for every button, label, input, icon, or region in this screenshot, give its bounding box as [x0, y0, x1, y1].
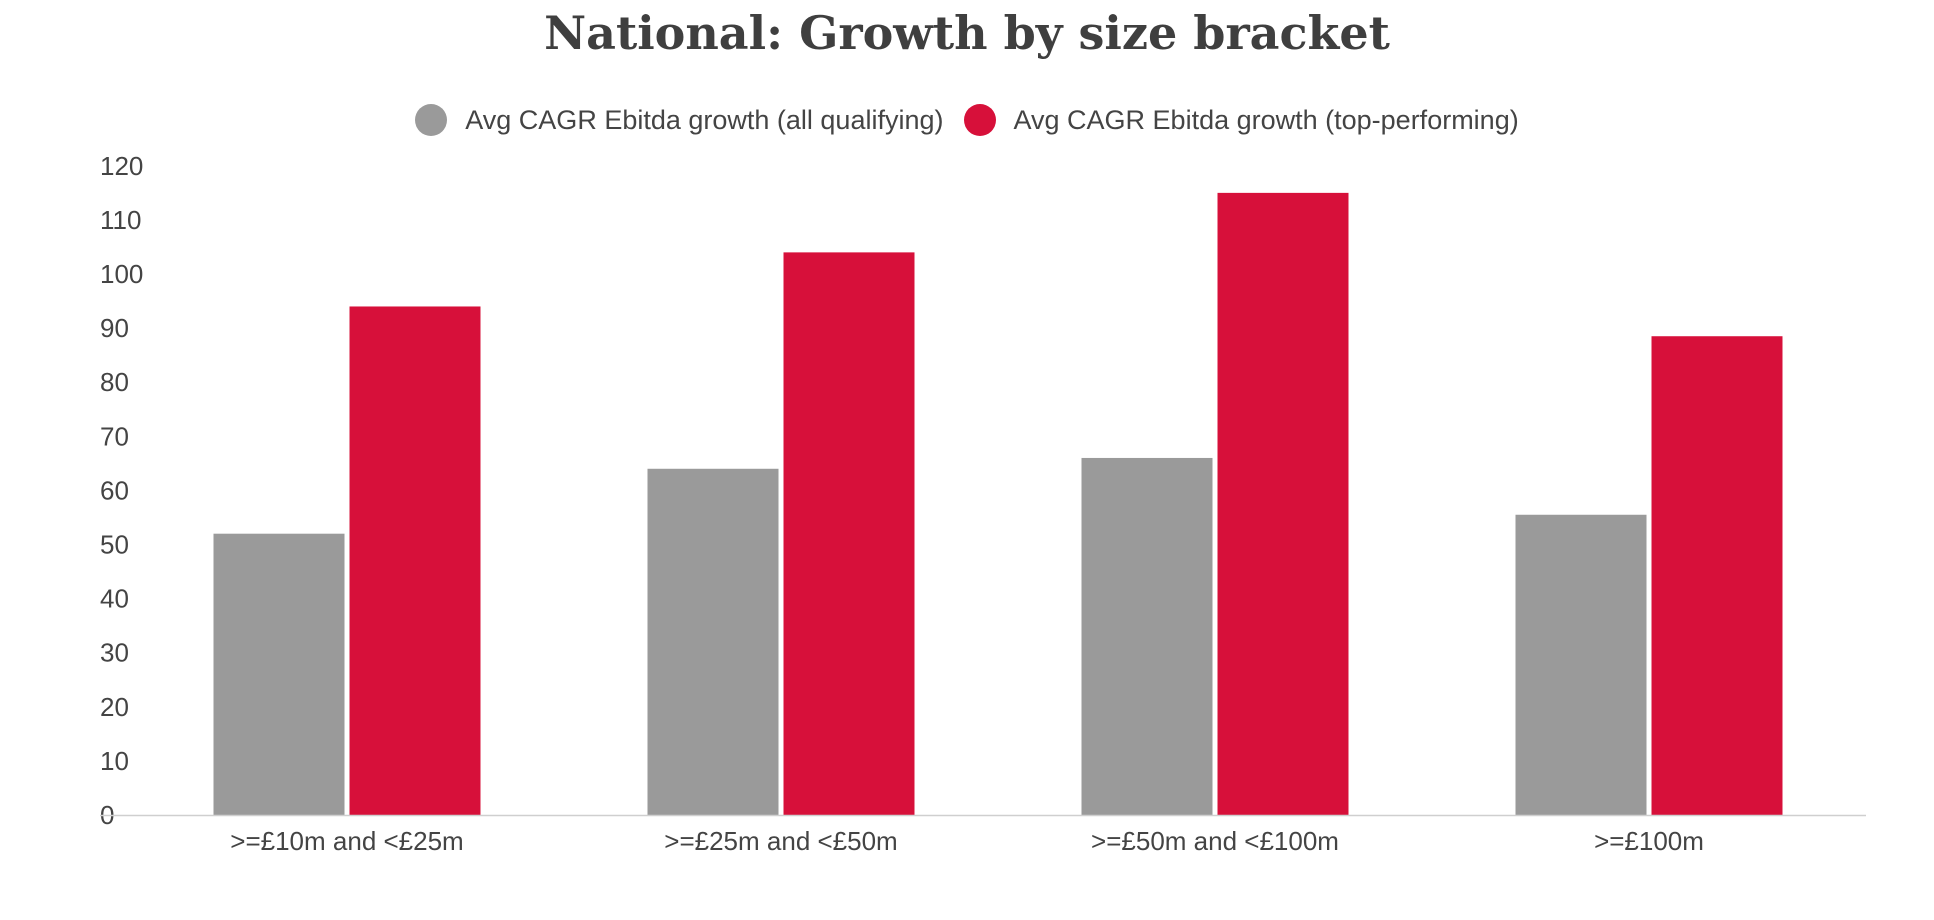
- legend: Avg CAGR Ebitda growth (all qualifying) …: [0, 104, 1934, 136]
- chart-title: National: Growth by size bracket: [544, 6, 1390, 60]
- legend-item-top-performing: Avg CAGR Ebitda growth (top-performing): [963, 104, 1519, 136]
- y-tick-label: 10: [100, 746, 129, 776]
- bar-top-performing: [1217, 192, 1349, 816]
- legend-label-all-qualifying: Avg CAGR Ebitda growth (all qualifying): [465, 104, 944, 135]
- bar-all-qualifying: [647, 468, 779, 815]
- bar-all-qualifying: [1515, 514, 1647, 815]
- y-tick-label: 80: [100, 367, 129, 397]
- y-tick-label: 60: [100, 475, 129, 505]
- bar-top-performing: [1651, 336, 1783, 815]
- legend-label-top-performing: Avg CAGR Ebitda growth (top-performing): [1013, 104, 1519, 135]
- x-category-label: >=£10m and <£25m: [230, 826, 463, 856]
- y-tick-label: 110: [100, 205, 141, 235]
- bar-all-qualifying: [1081, 457, 1213, 815]
- y-tick-label: 70: [100, 421, 129, 451]
- y-tick-label: 40: [100, 584, 129, 614]
- bar-top-performing: [783, 252, 915, 815]
- y-tick-label: 120: [100, 151, 143, 181]
- y-tick-label: 50: [100, 530, 129, 560]
- bar-all-qualifying: [213, 533, 345, 815]
- legend-swatch-gray-icon: [415, 104, 448, 136]
- y-tick-label: 30: [100, 638, 129, 668]
- legend-item-all-qualifying: Avg CAGR Ebitda growth (all qualifying): [415, 104, 944, 136]
- bar-top-performing: [349, 306, 481, 815]
- x-category-label: >=£100m: [1594, 826, 1704, 856]
- x-category-label: >=£25m and <£50m: [664, 826, 897, 856]
- y-tick-label: 20: [100, 692, 129, 722]
- y-tick-label: 100: [100, 259, 143, 289]
- legend-swatch-red-icon: [963, 104, 996, 136]
- x-category-label: >=£50m and <£100m: [1091, 826, 1339, 856]
- y-tick-label: 90: [100, 313, 129, 343]
